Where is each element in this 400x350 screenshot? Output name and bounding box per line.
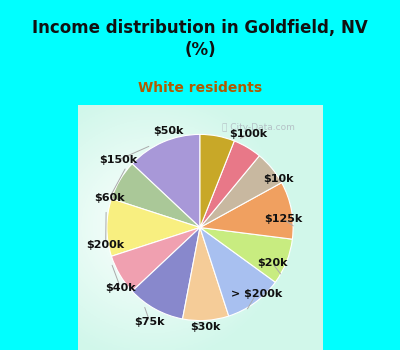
Text: $60k: $60k — [94, 193, 125, 203]
Text: $40k: $40k — [105, 282, 136, 293]
Text: $75k: $75k — [134, 317, 165, 327]
Wedge shape — [132, 228, 200, 319]
Text: $50k: $50k — [153, 126, 183, 136]
Wedge shape — [200, 134, 234, 228]
Wedge shape — [132, 134, 200, 228]
Text: $30k: $30k — [190, 322, 220, 332]
Wedge shape — [200, 183, 293, 239]
Text: Ⓢ City-Data.com: Ⓢ City-Data.com — [222, 122, 295, 132]
Wedge shape — [200, 156, 282, 228]
Text: $100k: $100k — [229, 130, 267, 139]
Wedge shape — [200, 141, 259, 228]
Text: White residents: White residents — [138, 80, 262, 94]
Wedge shape — [107, 199, 200, 256]
Text: $10k: $10k — [263, 174, 294, 183]
Wedge shape — [182, 228, 229, 321]
Text: Income distribution in Goldfield, NV
(%): Income distribution in Goldfield, NV (%) — [32, 19, 368, 59]
Text: $150k: $150k — [99, 155, 137, 165]
Wedge shape — [200, 228, 275, 316]
Wedge shape — [112, 228, 200, 291]
Wedge shape — [200, 228, 292, 282]
Text: $125k: $125k — [264, 214, 302, 224]
Text: $20k: $20k — [257, 258, 288, 268]
Wedge shape — [112, 164, 200, 228]
Text: > $200k: > $200k — [231, 289, 282, 299]
Text: $200k: $200k — [87, 240, 125, 250]
